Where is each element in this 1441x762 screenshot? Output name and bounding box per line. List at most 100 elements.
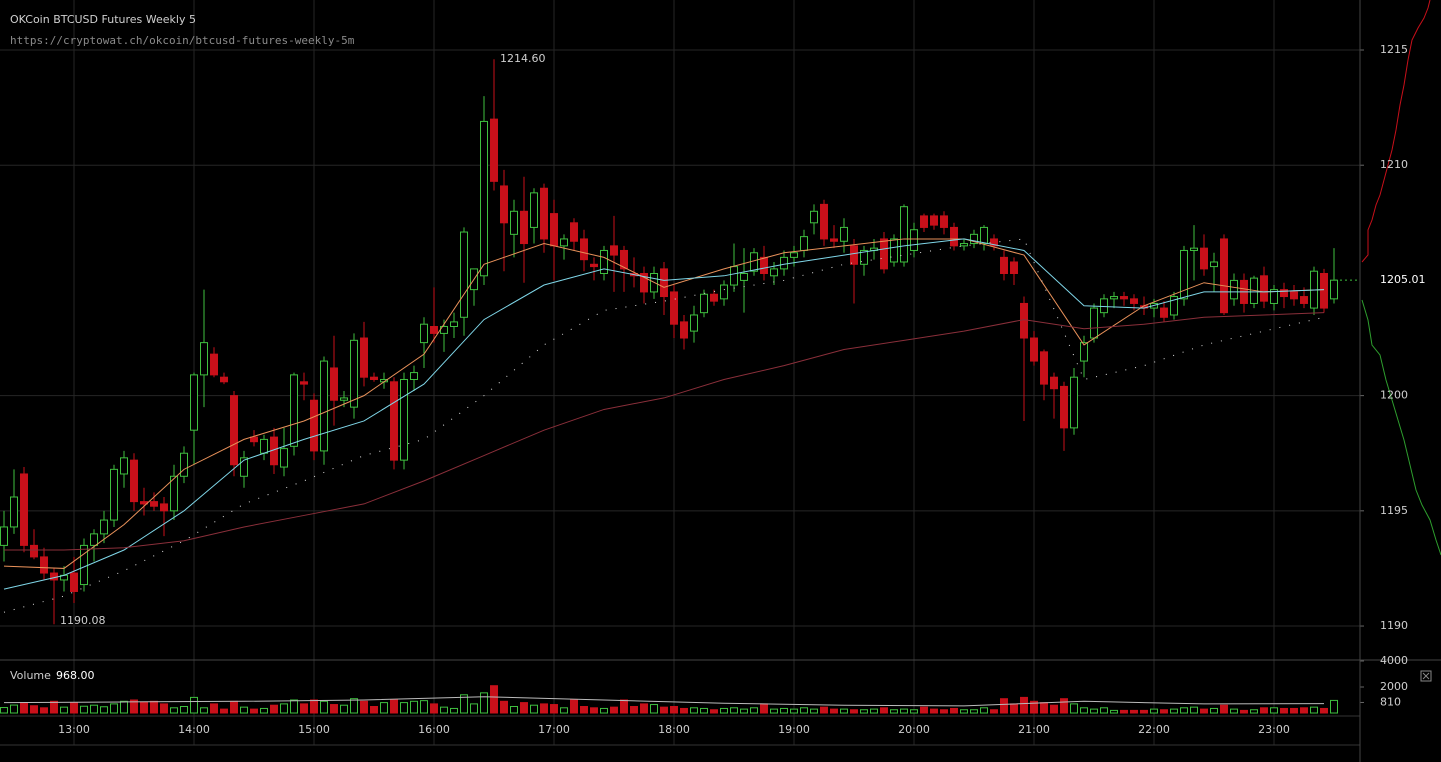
candle-body	[690, 314, 698, 332]
candle-body	[180, 452, 188, 477]
volume-bar	[360, 700, 368, 714]
volume-bar	[1230, 708, 1238, 714]
volume-bar	[350, 698, 358, 714]
candle-body	[760, 256, 768, 275]
candle-body	[990, 238, 998, 247]
candle-body	[90, 533, 98, 546]
y-tick-label: 1200	[1380, 389, 1408, 402]
volume-bar	[190, 696, 198, 714]
volume-bar	[460, 694, 468, 714]
volume-bar	[1260, 707, 1268, 714]
candle-body	[280, 448, 288, 468]
volume-bar	[590, 707, 598, 714]
volume-bar	[1300, 707, 1308, 714]
volume-bar	[30, 705, 38, 714]
candle-body	[610, 245, 618, 256]
candle-body	[50, 572, 58, 581]
volume-bar	[20, 702, 28, 714]
candle-body	[130, 459, 138, 503]
candle-body	[1090, 307, 1098, 339]
volume-bar	[1000, 698, 1008, 714]
candle-body	[720, 284, 728, 300]
volume-bar	[640, 703, 648, 714]
volume-bar	[720, 707, 728, 714]
volume-bar	[150, 700, 158, 714]
volume-bar	[10, 704, 18, 714]
candle-body	[150, 501, 158, 507]
volume-bar	[240, 706, 248, 714]
volume-bar	[210, 703, 218, 714]
candle-body	[530, 192, 538, 228]
candle-body	[1130, 298, 1138, 304]
candle-body	[240, 457, 248, 477]
y-tick-label: 1190	[1380, 619, 1408, 632]
candle-body	[1000, 256, 1008, 275]
candle-body	[1010, 261, 1018, 275]
candle-body	[1270, 289, 1278, 304]
candle-body	[200, 342, 208, 376]
close-icon[interactable]	[1422, 672, 1430, 680]
candle-body	[890, 238, 898, 263]
candle-body	[510, 210, 518, 235]
depth-asks	[1361, 299, 1441, 556]
volume-bar	[100, 706, 108, 714]
x-tick-label: 14:00	[178, 723, 210, 736]
x-tick-label: 16:00	[418, 723, 450, 736]
candle-body	[910, 229, 918, 251]
candle-body	[620, 249, 628, 270]
volume-overlay	[3, 696, 1325, 707]
candle-body	[480, 120, 488, 277]
volume-bar	[340, 704, 348, 714]
candle-body	[1050, 376, 1058, 390]
candle-body	[340, 397, 348, 401]
candle-body	[350, 339, 358, 408]
candle-body	[1210, 261, 1218, 268]
volume-bar	[1020, 696, 1028, 714]
close-button[interactable]	[1420, 670, 1432, 682]
overlay-line	[3, 238, 1325, 590]
volume-bar	[950, 707, 958, 714]
candle-body	[220, 376, 228, 383]
volume-bar	[1220, 704, 1228, 714]
candle-body	[1220, 238, 1228, 314]
candle-body	[740, 273, 748, 281]
candle-body	[640, 273, 648, 293]
x-tick-label: 22:00	[1138, 723, 1170, 736]
candle-body	[1290, 291, 1298, 300]
volume-bar	[1140, 709, 1148, 714]
volume-bar	[940, 709, 948, 714]
candle-body	[840, 226, 848, 242]
volume-bar	[1130, 709, 1138, 714]
volume-bar	[650, 704, 658, 714]
x-tick-label: 21:00	[1018, 723, 1050, 736]
volume-bar	[930, 708, 938, 714]
candle-body	[20, 473, 28, 546]
volume-bar	[420, 700, 428, 714]
last-price-label: 1205.01	[1380, 273, 1426, 286]
volume-bar	[250, 708, 258, 714]
volume-bar	[750, 707, 758, 714]
volume-bar	[900, 708, 908, 714]
candle-body	[80, 544, 88, 586]
volume-bar	[1330, 699, 1338, 714]
candle-body	[190, 374, 198, 431]
candle-body	[1110, 296, 1118, 300]
candle-body	[860, 249, 868, 265]
volume-bar	[880, 707, 888, 714]
volume-bar	[1110, 709, 1118, 714]
candle-body	[1120, 296, 1128, 300]
volume-bar	[130, 699, 138, 714]
volume-bar	[670, 706, 678, 714]
volume-bar	[1200, 708, 1208, 714]
candle-body	[1070, 376, 1078, 429]
candle-body	[370, 376, 378, 380]
volume-bar	[710, 709, 718, 714]
volume-bar	[230, 700, 238, 714]
volume-bar	[70, 702, 78, 714]
volume-bar	[620, 699, 628, 714]
volume-bar	[1210, 707, 1218, 714]
volume-bar	[550, 704, 558, 714]
candle-body	[250, 436, 258, 443]
volume-bar	[830, 708, 838, 714]
candle-body	[1330, 279, 1338, 300]
